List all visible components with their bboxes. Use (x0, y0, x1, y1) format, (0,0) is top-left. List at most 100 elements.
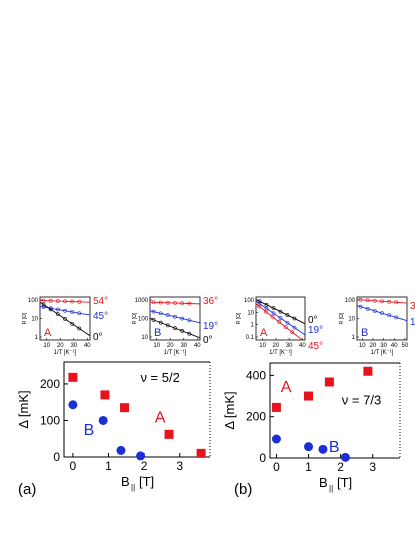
inset-x-tick-label: 30 (180, 343, 187, 349)
inset-data-point (77, 326, 82, 331)
inset-x-tick-label: 40 (84, 343, 91, 349)
inset-data-point (264, 302, 269, 307)
inset-data-point (63, 317, 67, 321)
inset-data-point (158, 320, 163, 325)
inset-b: 10 20 30 40 1/T [K⁻¹] 10 100 1000 R [Ω] B 36° 19° 0° (132, 296, 218, 356)
inset-data-point (77, 311, 82, 316)
inset-data-point (180, 316, 185, 321)
data-point-a (196, 448, 206, 458)
y-axis-label: Δ [mK] (222, 391, 237, 429)
inset-data-point (257, 299, 262, 304)
inset-y-tick-label: 10 (31, 317, 38, 323)
x-tick-label: 2 (337, 460, 344, 474)
inset-data-point (165, 300, 170, 305)
inset-y-tick-label: 1 (251, 323, 255, 329)
inset-data-point (41, 305, 46, 309)
inset-y-tick-label: 10 (348, 317, 355, 323)
inset-data-point (380, 311, 384, 316)
inset-angle-label: 1 (410, 317, 415, 328)
inset-data-point (278, 309, 283, 314)
inset-frame (255, 296, 306, 341)
inset-data-point (180, 301, 185, 306)
data-point-a (68, 372, 78, 382)
inset-x-axis-label: 1/T [K⁻¹] (54, 350, 77, 356)
inset-angle-label: 0° (308, 315, 318, 326)
inset-data-point (70, 299, 75, 304)
x-axis-label-subscript: || (329, 484, 333, 493)
data-point-a (324, 377, 334, 387)
x-axis-label: B (121, 474, 130, 489)
y-tick-label: 0 (53, 450, 60, 464)
inset-data-point (285, 320, 290, 325)
inset-data-point (63, 308, 67, 313)
inset-y-tick-label: 100 (28, 298, 39, 304)
inset-x-tick-label: 10 (153, 343, 160, 349)
inset-data-point (55, 312, 60, 317)
inset-angle-label: 45° (308, 341, 323, 352)
inset-x-axis-label: 1/T [K⁻¹] (164, 350, 187, 356)
inset-a: 10 20 30 40 1/T [K⁻¹] 1 10 100 R [Ω] A 54° 45° 0° (22, 296, 108, 356)
inset-x-tick-label: 40 (299, 343, 306, 349)
inset-fit-line (255, 299, 306, 325)
inset-data-point (70, 321, 75, 326)
inset-y-tick-label: 1000 (135, 298, 149, 304)
panel-label: (b) (234, 481, 252, 498)
inset-data-point (257, 304, 262, 309)
data-point-a (363, 366, 373, 376)
inset-data-point (165, 313, 170, 317)
inset-fit-line (149, 318, 201, 339)
inset-data-point (283, 325, 288, 330)
inset-angle-label: 54° (93, 296, 108, 307)
inset-data-point (271, 311, 276, 316)
inset-data-point (271, 306, 276, 311)
inset-y-tick-label: 10 (141, 335, 148, 341)
series-label-b: B (84, 422, 95, 439)
data-point-b (318, 444, 328, 454)
inset-data-point (48, 307, 53, 312)
inset-data-point (158, 311, 163, 316)
inset-data-point (151, 317, 156, 322)
data-point-b (98, 415, 108, 425)
inset-y-tick-label: 1 (352, 335, 356, 341)
series-label-a: A (281, 379, 292, 396)
inset-data-point (165, 323, 170, 328)
x-axis-label: B (319, 475, 328, 490)
x-tick-label: 1 (105, 459, 112, 473)
y-axis-label: Δ [mK] (16, 390, 31, 428)
inset-y-tick-label: 100 (138, 317, 149, 323)
inset-data-point (387, 299, 392, 304)
inset-data-point (358, 297, 363, 302)
inset-x-tick-label: 40 (391, 343, 398, 349)
inset-data-point (63, 299, 67, 304)
inset-data-point (158, 300, 163, 305)
inset-data-point (173, 314, 177, 319)
inset-a: 10 20 30 40 1/T [K⁻¹] 0.1 1 10 100 R [Ω] A 0°19° 45° (236, 296, 323, 356)
inset-x-tick-label: 10 (359, 343, 366, 349)
x-tick-label: 0 (70, 459, 77, 473)
inset-data-point (292, 325, 297, 330)
inset-data-point (187, 318, 192, 323)
filling-factor-annotation: ν = 5/2 (140, 370, 179, 385)
series-label-a: A (155, 409, 166, 426)
inset-x-tick-label: 30 (286, 343, 293, 349)
data-point-b (304, 442, 314, 452)
inset-data-point (187, 331, 192, 336)
inset-angle-label: 19° (203, 321, 218, 332)
inset-data-point (285, 313, 290, 317)
data-point-a (100, 390, 110, 400)
y-tick-label: 0 (259, 451, 266, 465)
inset-fit-line (255, 303, 303, 341)
inset-y-axis-label: R [Ω] (236, 312, 242, 324)
data-point-b (340, 452, 350, 462)
inset-x-tick-label: 20 (273, 343, 280, 349)
inset-x-axis-label: 1/T [K⁻¹] (269, 350, 292, 356)
inset-x-tick-label: 20 (57, 343, 64, 349)
x-axis-label-subscript: || (131, 483, 135, 492)
data-point-b (116, 445, 126, 455)
y-tick-label: 200 (246, 410, 266, 424)
inset-data-point (48, 298, 53, 303)
data-point-b (68, 400, 78, 410)
x-axis-label-unit: [T] (139, 474, 154, 489)
inset-angle-label: 36° (203, 296, 218, 307)
inset-y-tick-label: 10 (247, 310, 254, 316)
